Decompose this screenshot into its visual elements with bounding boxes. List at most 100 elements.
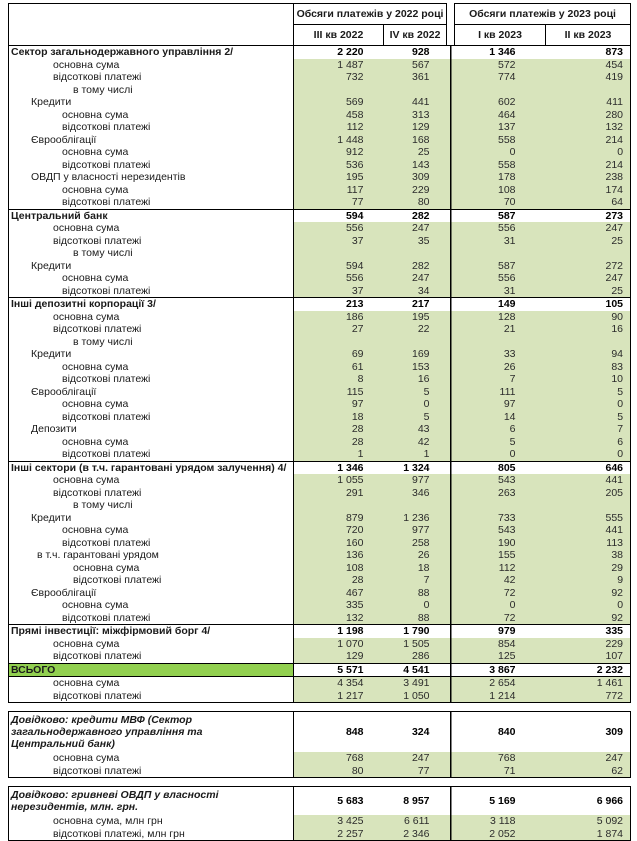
value-cell: 8 957: [383, 786, 447, 815]
value-cell: 1 055: [293, 474, 384, 487]
row-label: відсоткові платежі, млн грн: [8, 827, 294, 841]
value-cell: 18: [383, 561, 447, 574]
value-cell: [293, 247, 384, 260]
value-cell: [545, 83, 632, 96]
value-cell: 0: [545, 599, 632, 612]
value-cell: 1 346: [293, 460, 384, 474]
value-cell: 195: [383, 310, 447, 323]
header-gap: [446, 3, 455, 46]
row-label: відсоткові платежі: [8, 486, 294, 499]
value-cell: 113: [545, 536, 632, 549]
table-row: в тому числі: [8, 247, 632, 260]
value-cell: 90: [545, 310, 632, 323]
row-label: Кредити: [8, 96, 294, 109]
year-divider: [446, 524, 455, 537]
year-divider: [446, 474, 455, 487]
memo-imf-body: Довідково: кредити МВФ (Сектор загальнод…: [8, 711, 631, 778]
value-cell: [293, 335, 384, 348]
value-cell: 88: [383, 586, 447, 599]
value-cell: 70: [454, 196, 546, 209]
value-cell: 35: [383, 234, 447, 247]
row-label: основна сума: [8, 561, 294, 574]
value-cell: 92: [545, 586, 632, 599]
table-row: основна сума 186 195 128 90: [8, 310, 632, 323]
table-row: основна сума 458 313 464 280: [8, 108, 632, 121]
table-row: основна сума 912 25 0 0: [8, 146, 632, 159]
value-cell: 1: [293, 448, 384, 461]
year-divider: [446, 45, 455, 59]
table-row: відсоткові платежі 1 1 0 0: [8, 448, 632, 461]
table-row: Інші сектори (в т.ч. гарантовані урядом …: [8, 460, 632, 474]
year-divider: [446, 247, 455, 260]
row-label: Кредити: [8, 511, 294, 524]
year-divider: [446, 574, 455, 587]
main-table-body: Сектор загальнодержавного управління 2/2…: [8, 45, 632, 703]
value-cell: 805: [454, 460, 546, 474]
year-divider: [446, 108, 455, 121]
value-cell: [383, 247, 447, 260]
value-cell: 555: [545, 511, 632, 524]
value-cell: 1 214: [454, 689, 546, 703]
value-cell: 1 448: [293, 133, 384, 146]
row-label: основна сума, млн грн: [8, 815, 294, 828]
value-cell: 558: [454, 133, 546, 146]
value-cell: 286: [383, 650, 447, 663]
value-cell: 92: [545, 611, 632, 625]
row-label: основна сума: [8, 435, 294, 448]
value-cell: 25: [545, 234, 632, 247]
year-divider: [446, 284, 455, 298]
value-cell: 772: [545, 689, 632, 703]
value-cell: 464: [454, 108, 546, 121]
value-cell: 174: [545, 183, 632, 196]
value-cell: 848: [293, 711, 384, 752]
table-row: основна сума 97 0 97 0: [8, 398, 632, 411]
memo-label: Довідково: гривневі ОВДП у власності нер…: [8, 786, 294, 815]
value-cell: 6 611: [383, 815, 447, 828]
value-cell: 247: [383, 222, 447, 235]
value-cell: 441: [383, 96, 447, 109]
row-label: ОВДП у власності нерезидентів: [8, 171, 294, 184]
quarter-header: III кв 2022: [293, 24, 384, 46]
value-cell: 0: [454, 599, 546, 612]
value-cell: 28: [293, 435, 384, 448]
table-row: відсоткові платежі 37 35 31 25: [8, 234, 632, 247]
value-cell: 273: [545, 208, 632, 222]
row-label: основна сума: [8, 474, 294, 487]
value-cell: 1 236: [383, 511, 447, 524]
value-cell: 229: [383, 183, 447, 196]
row-label: відсоткові платежі: [8, 234, 294, 247]
value-cell: 112: [454, 561, 546, 574]
table-row: Кредити 879 1 236 733 555: [8, 511, 632, 524]
value-cell: 247: [545, 752, 631, 765]
table-row: в тому числі: [8, 335, 632, 348]
value-cell: 1 346: [454, 45, 546, 59]
year-divider: [446, 183, 455, 196]
value-cell: 263: [454, 486, 546, 499]
value-cell: 569: [293, 96, 384, 109]
table-row: відсоткові платежі 132 88 72 92: [8, 611, 632, 625]
value-cell: 556: [293, 272, 384, 285]
table-row: відсоткові платежі 27 22 21 16: [8, 323, 632, 336]
value-cell: 979: [454, 624, 546, 638]
value-cell: 543: [454, 474, 546, 487]
row-label: відсоткові платежі: [8, 196, 294, 209]
value-cell: 732: [293, 71, 384, 84]
value-cell: 5 571: [293, 662, 384, 677]
year-divider: [446, 133, 455, 146]
year-divider: [446, 460, 455, 474]
value-cell: 280: [545, 108, 632, 121]
value-cell: 155: [454, 549, 546, 562]
value-cell: 646: [545, 460, 632, 474]
table-row: Єврооблігації 467 88 72 92: [8, 586, 632, 599]
value-cell: 168: [383, 133, 447, 146]
year-divider: [446, 83, 455, 96]
value-cell: [293, 83, 384, 96]
table-row: основна сума 1 487 567 572 454: [8, 58, 632, 71]
value-cell: 291: [293, 486, 384, 499]
value-cell: 247: [383, 272, 447, 285]
value-cell: 335: [293, 599, 384, 612]
value-cell: 62: [545, 764, 631, 778]
value-cell: 4 541: [383, 662, 447, 677]
value-cell: 587: [454, 208, 546, 222]
value-cell: 1 461: [545, 676, 632, 690]
